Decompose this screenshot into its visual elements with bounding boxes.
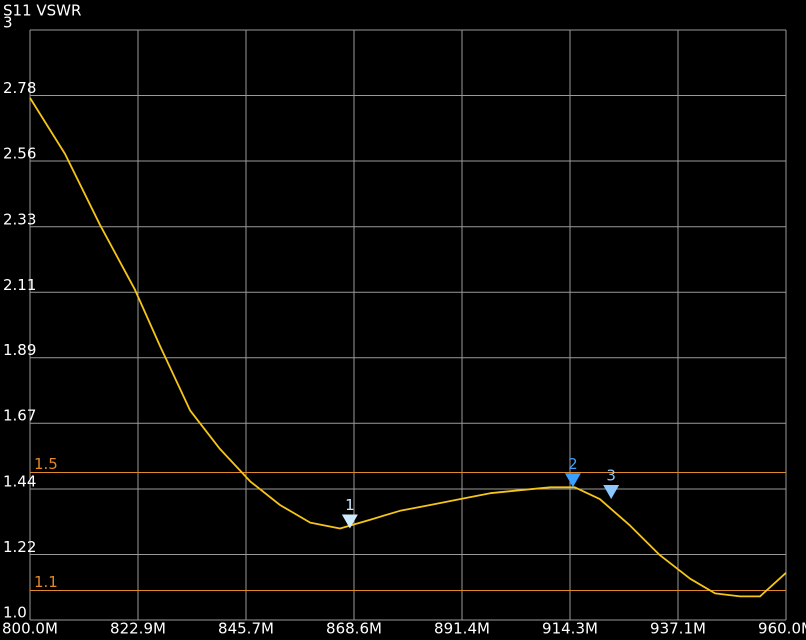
y-tick-label: 1.67 [3,407,36,425]
chart-title: S11 VSWR [3,2,81,20]
trace [29,97,787,598]
marker [603,485,620,500]
x-tick-label: 822.9M [110,620,166,638]
x-tick-label: 960.0M [758,620,806,638]
x-tick-label: 914.3M [542,620,598,638]
y-tick-label: 1.0 [3,604,27,622]
marker-label: 2 [568,455,578,473]
limit-label: 1.5 [34,455,58,473]
x-tick-label: 891.4M [434,620,490,638]
marker [341,514,358,529]
y-tick-label: 2.33 [3,210,36,228]
marker-label: 3 [606,467,616,485]
x-tick-label: 800.0M [2,620,58,638]
y-tick-label: 2.11 [3,276,36,294]
x-tick-label: 845.7M [218,620,274,638]
marker [564,473,581,488]
y-tick-label: 1.44 [3,473,36,491]
marker-label: 1 [345,496,355,514]
y-tick-label: 3 [3,14,13,32]
y-tick-label: 1.89 [3,341,36,359]
limit-label: 1.1 [34,573,58,591]
x-tick-label: 937.1M [650,620,706,638]
x-tick-label: 868.6M [326,620,382,638]
y-tick-label: 2.56 [3,144,36,162]
y-tick-label: 1.22 [3,538,36,556]
y-tick-label: 2.78 [3,79,36,97]
